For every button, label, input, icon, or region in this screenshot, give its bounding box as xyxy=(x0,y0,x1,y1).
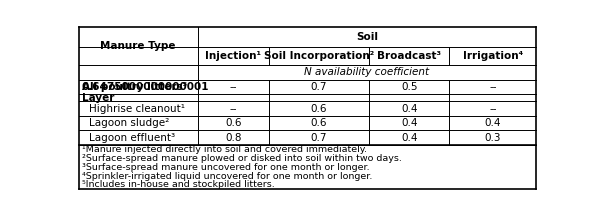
Text: 0.6475000000000001: 0.6475000000000001 xyxy=(82,82,209,92)
Text: Manure Type: Manure Type xyxy=(100,41,176,51)
Text: --: -- xyxy=(489,104,497,114)
Text: Irrigation⁴: Irrigation⁴ xyxy=(463,51,523,61)
Text: 0.4: 0.4 xyxy=(485,118,501,128)
Text: Lagoon effluent³: Lagoon effluent³ xyxy=(89,133,175,143)
Text: 0.3: 0.3 xyxy=(485,133,501,143)
Text: 0.4: 0.4 xyxy=(401,118,418,128)
Text: 0.6: 0.6 xyxy=(311,104,327,114)
Text: Lagoon sludge²: Lagoon sludge² xyxy=(89,118,169,128)
Text: Highrise cleanout¹: Highrise cleanout¹ xyxy=(89,104,185,114)
Text: 0.6: 0.6 xyxy=(225,118,241,128)
Text: --: -- xyxy=(489,82,497,92)
Text: Broadcast³: Broadcast³ xyxy=(377,51,442,61)
Text: --: -- xyxy=(229,82,237,92)
Text: 0.8: 0.8 xyxy=(225,133,241,143)
Text: Soil Incorporation²: Soil Incorporation² xyxy=(264,51,374,61)
Text: ⁴Sprinkler-irrigated liquid uncovered for one month or longer.: ⁴Sprinkler-irrigated liquid uncovered fo… xyxy=(82,172,372,180)
Text: 0.4: 0.4 xyxy=(401,104,418,114)
Text: ²Surface-spread manure plowed or disked into soil within two days.: ²Surface-spread manure plowed or disked … xyxy=(82,154,401,163)
Text: Soil: Soil xyxy=(356,32,378,42)
Text: N availability coefficient: N availability coefficient xyxy=(304,67,430,77)
Text: ³Surface-spread manure uncovered for one month or longer.: ³Surface-spread manure uncovered for one… xyxy=(82,163,369,172)
Text: ⁵Includes in-house and stockpiled litters.: ⁵Includes in-house and stockpiled litter… xyxy=(82,180,274,189)
Text: 0.4: 0.4 xyxy=(401,133,418,143)
Text: Injection¹: Injection¹ xyxy=(205,51,261,61)
Text: 0.5: 0.5 xyxy=(401,82,418,92)
Text: --: -- xyxy=(229,104,237,114)
Text: All poultry litters⁵: All poultry litters⁵ xyxy=(82,82,187,92)
Text: 0.7: 0.7 xyxy=(311,82,327,92)
Text: ¹Manure injected directly into soil and covered immediately.: ¹Manure injected directly into soil and … xyxy=(82,145,367,154)
Text: 0.7: 0.7 xyxy=(311,133,327,143)
Text: Layer: Layer xyxy=(82,93,114,103)
Text: 0.6: 0.6 xyxy=(311,118,327,128)
